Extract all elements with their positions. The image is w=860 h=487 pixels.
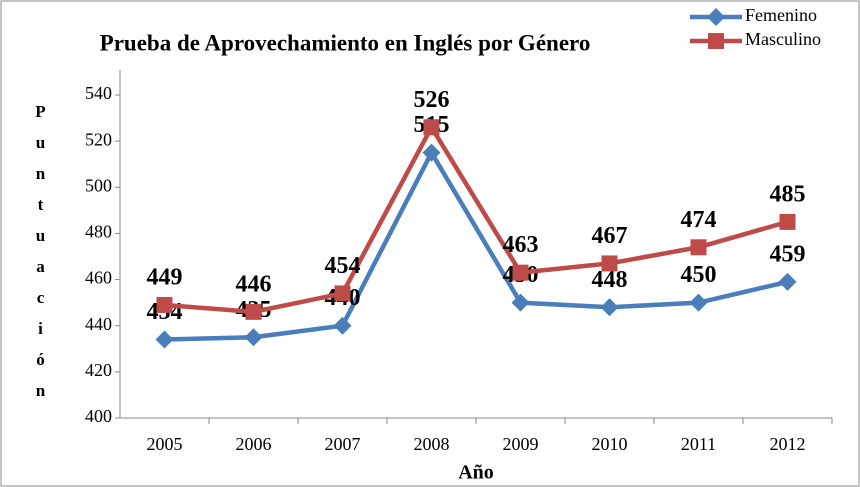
x-tick-label: 2008: [414, 434, 450, 454]
y-tick-label: 420: [85, 360, 112, 380]
data-point: [512, 264, 529, 281]
y-tick-label: 500: [85, 175, 112, 195]
data-point: [600, 298, 619, 317]
data-label: 526: [414, 87, 450, 113]
data-label: 449: [147, 264, 183, 290]
x-tick-label: 2009: [503, 434, 539, 454]
data-point: [779, 213, 796, 230]
x-axis-label: Año: [458, 462, 494, 484]
data-point: [245, 303, 262, 320]
data-label: 459: [770, 241, 806, 267]
data-point: [244, 328, 263, 347]
series-line: [164, 122, 789, 315]
data-point: [690, 239, 707, 256]
y-tick-label: 400: [85, 406, 112, 426]
legend-label: Femenino: [745, 5, 817, 25]
data-label: 485: [770, 181, 806, 207]
x-tick-label: 2010: [592, 434, 628, 454]
legend-marker: [707, 8, 725, 26]
x-tick-label: 2006: [236, 434, 272, 454]
data-point: [422, 143, 441, 162]
data-point: [778, 272, 797, 291]
y-tick-label: 520: [85, 129, 112, 149]
x-tick-label: 2005: [147, 434, 183, 454]
y-tick-label: 440: [85, 314, 112, 334]
data-point: [601, 255, 618, 272]
data-label: 450: [681, 262, 717, 288]
series-line: [164, 148, 789, 342]
data-label: 463: [503, 232, 539, 258]
data-point: [689, 293, 708, 312]
y-tick-label: 540: [85, 83, 112, 103]
legend-marker: [708, 33, 724, 49]
data-label: 467: [592, 223, 628, 249]
x-tick-label: 2011: [681, 434, 716, 454]
data-point: [334, 285, 351, 302]
data-point: [423, 119, 440, 136]
x-tick-label: 2012: [770, 434, 806, 454]
data-point: [156, 296, 173, 313]
data-point: [511, 293, 530, 312]
data-point: [155, 330, 174, 349]
legend-label: Masculino: [745, 29, 821, 49]
data-label: 454: [325, 253, 361, 279]
data-label: 474: [681, 207, 717, 233]
y-tick-label: 480: [85, 222, 112, 242]
y-tick-label: 460: [85, 268, 112, 288]
x-tick-label: 2007: [325, 434, 361, 454]
chart-title: Prueba de Aprovechamiento en Inglés por …: [100, 30, 591, 55]
data-label: 446: [236, 271, 272, 297]
data-point: [333, 316, 352, 335]
y-axis-label: Puntuación: [31, 102, 50, 412]
